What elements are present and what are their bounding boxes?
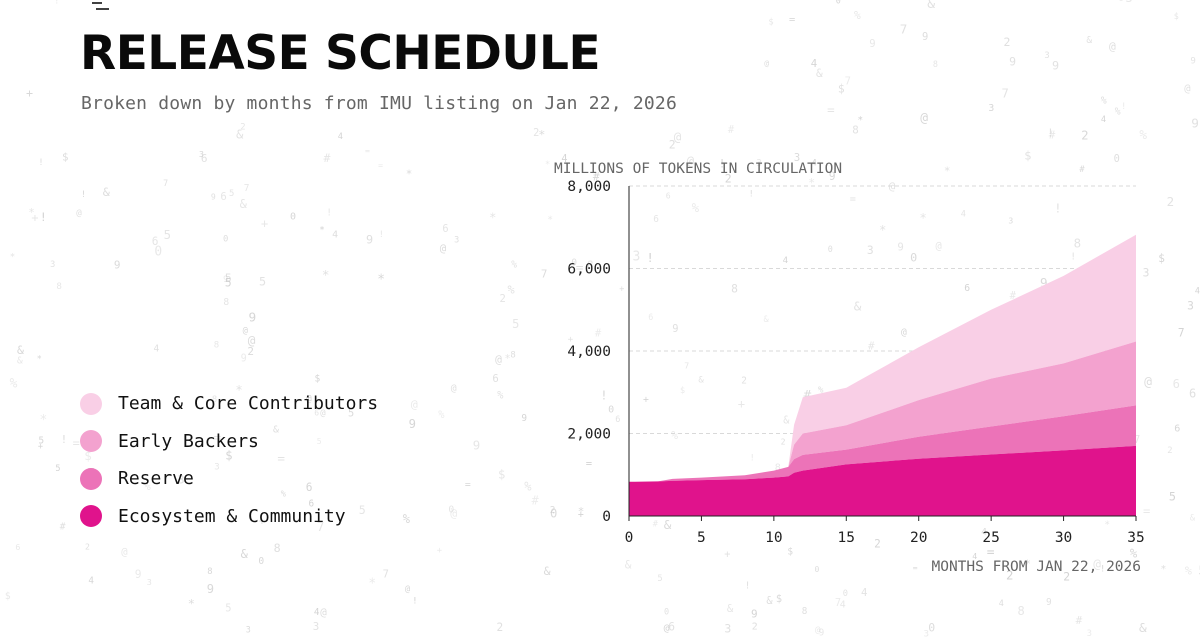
axes: 0 2,000 4,000 6,000 8,000 0 5 10 15 20 25 30 35 (567, 179, 1144, 546)
legend-item-team: Team & Core Contributors (80, 385, 440, 423)
area-ecosystem-and-community (629, 445, 1136, 516)
legend-label-reserve: Reserve (118, 468, 194, 490)
legend-label-team: Team & Core Contributors (118, 393, 379, 415)
chart-legend: Team & Core Contributors Early Backers R… (80, 385, 440, 535)
y-axis-title: MILLIONS OF TOKENS IN CIRCULATION (554, 161, 842, 177)
legend-swatch-ecosystem (80, 505, 102, 528)
x-tick-label-10: 10 (765, 530, 782, 546)
legend-item-reserve: Reserve (80, 460, 440, 498)
x-tick-label-25: 25 (982, 530, 999, 546)
y-tick-label-0: 0 (602, 509, 611, 525)
page-title: RELEASE SCHEDULE (80, 26, 601, 81)
page-subtitle: Broken down by months from IMU listing o… (81, 93, 677, 114)
x-tick-label-5: 5 (697, 530, 706, 546)
y-tick-label-4000: 4,000 (567, 344, 611, 360)
x-tick-label-0: 0 (625, 530, 634, 546)
legend-swatch-early-backers (80, 430, 102, 453)
y-tick-label-6000: 6,000 (567, 262, 611, 278)
y-tick-label-8000: 8,000 (567, 179, 611, 195)
legend-item-early-backers: Early Backers (80, 423, 440, 461)
x-tick-label-30: 30 (1055, 530, 1072, 546)
area-series (629, 234, 1136, 516)
x-tick-label-20: 20 (910, 530, 927, 546)
area-early-backers (629, 341, 1136, 482)
legend-label-early-backers: Early Backers (118, 430, 259, 452)
x-tick-label-35: 35 (1127, 530, 1144, 546)
legend-swatch-team (80, 392, 102, 415)
legend-label-ecosystem: Ecosystem & Community (118, 505, 346, 527)
x-axis-title: MONTHS FROM JAN 22, 2026 (931, 559, 1141, 575)
x-tick-label-15: 15 (838, 530, 855, 546)
y-tick-label-2000: 2,000 (567, 427, 611, 443)
legend-item-ecosystem: Ecosystem & Community (80, 498, 440, 536)
area-reserve (629, 405, 1136, 482)
logo-icon (92, 2, 109, 10)
legend-swatch-reserve (80, 467, 102, 490)
area-team-and-core-contributors (629, 234, 1136, 482)
